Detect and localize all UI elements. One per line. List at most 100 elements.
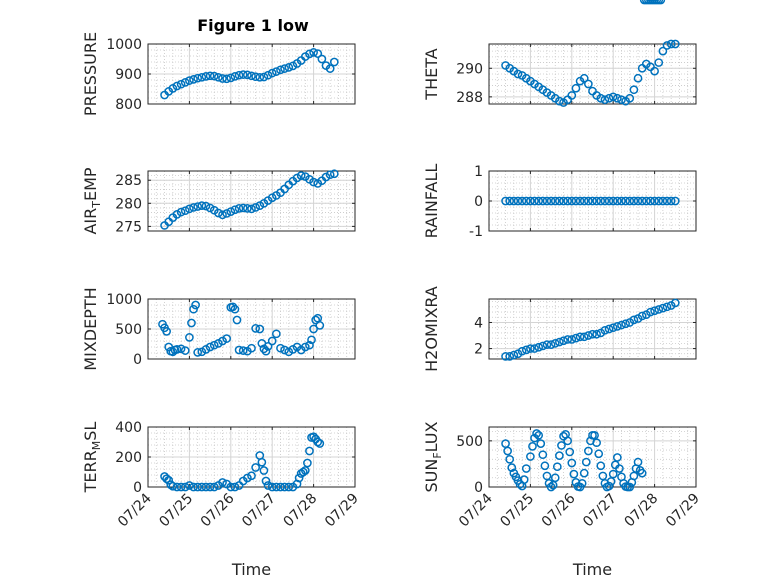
data-point — [247, 71, 256, 81]
x-tick-label: 07/28 — [622, 491, 662, 531]
x-tick-label: 07/25 — [497, 491, 537, 531]
data-point — [654, 305, 664, 314]
data-point — [276, 343, 285, 353]
data-point — [201, 482, 211, 492]
data-point — [637, 311, 647, 321]
y-tick-label: 1000 — [106, 292, 142, 308]
series-markers — [501, 298, 680, 361]
data-point — [519, 475, 529, 484]
data-point — [592, 438, 601, 448]
data-point — [650, 66, 659, 76]
plot-border — [488, 426, 697, 488]
data-point — [530, 344, 539, 353]
data-point — [267, 68, 277, 78]
data-point — [243, 204, 252, 213]
data-point — [185, 481, 194, 490]
data-point — [654, 196, 664, 206]
data-point — [517, 196, 527, 206]
data-point — [584, 446, 593, 456]
data-point — [633, 73, 643, 83]
data-point — [218, 210, 227, 220]
data-point — [218, 478, 227, 487]
data-point — [650, 306, 659, 316]
data-point — [261, 346, 271, 356]
data-point — [300, 466, 310, 475]
subplot-terr_msl: 0 200 400 07/24 07/25 07/26 07/27 07/28 07/29 TER… — [81, 420, 362, 579]
data-point — [315, 439, 325, 448]
data-point — [588, 196, 597, 206]
minor-grid — [489, 427, 696, 488]
data-point — [189, 304, 198, 314]
data-point — [538, 196, 548, 206]
data-point — [205, 482, 215, 492]
data-point — [329, 57, 339, 67]
data-point — [596, 461, 606, 471]
y-tick-label: 500 — [456, 434, 483, 450]
data-point — [276, 482, 285, 492]
x-tick-label: 07/26 — [539, 490, 579, 530]
data-point — [662, 41, 672, 50]
y-tick-label: 0 — [133, 352, 142, 368]
data-point — [658, 303, 668, 313]
data-point — [530, 196, 539, 206]
data-point — [298, 467, 308, 477]
data-point — [325, 170, 335, 180]
x-tick-label: 07/27 — [239, 491, 279, 531]
data-point — [654, 58, 664, 67]
data-point — [501, 352, 510, 361]
x-tick-label: 07/28 — [281, 491, 321, 531]
data-point — [255, 324, 265, 334]
data-point — [521, 196, 531, 206]
data-point — [222, 209, 232, 218]
data-point — [307, 335, 316, 345]
data-point — [513, 69, 523, 79]
data-point — [550, 473, 560, 483]
data-point — [238, 346, 248, 355]
data-point — [325, 64, 335, 73]
data-point — [563, 335, 573, 344]
data-point — [271, 482, 281, 492]
y-tick-label: 285 — [115, 173, 142, 189]
data-point — [189, 75, 198, 84]
plot-border — [488, 298, 697, 360]
data-point — [521, 464, 531, 473]
data-point — [579, 332, 589, 342]
data-point — [214, 72, 223, 82]
data-point — [555, 337, 564, 347]
x-tick-label: 07/26 — [198, 490, 238, 530]
data-point — [565, 447, 575, 457]
data-point — [617, 320, 626, 330]
data-point — [662, 302, 672, 312]
data-point — [168, 481, 178, 491]
y-axis-label: SUNFLUX — [422, 421, 444, 492]
data-point — [641, 196, 651, 206]
data-point — [247, 204, 256, 214]
data-point — [230, 205, 240, 215]
data-point — [579, 73, 589, 83]
y-tick-label: 1 — [474, 164, 483, 180]
data-point — [608, 196, 618, 206]
y-tick-label: 4 — [474, 315, 483, 331]
data-point — [569, 469, 579, 479]
data-point — [164, 475, 174, 485]
y-axis-label: RAINFALL — [422, 164, 441, 239]
data-point — [300, 342, 310, 352]
data-point — [552, 462, 562, 472]
data-point — [625, 93, 635, 103]
data-point — [596, 196, 606, 206]
data-point — [176, 79, 186, 89]
data-point — [594, 449, 604, 459]
data-point — [532, 429, 541, 438]
data-point — [521, 345, 531, 355]
data-point — [247, 471, 256, 481]
data-point — [180, 346, 190, 355]
y-axis-label: PRESSURE — [81, 32, 100, 116]
x-tick-label: 07/27 — [580, 491, 620, 531]
data-point — [513, 196, 523, 206]
data-point — [559, 196, 568, 206]
data-point — [185, 76, 194, 85]
data-point — [646, 307, 655, 317]
data-point — [193, 73, 203, 83]
data-point — [238, 70, 248, 79]
data-point — [251, 324, 260, 333]
